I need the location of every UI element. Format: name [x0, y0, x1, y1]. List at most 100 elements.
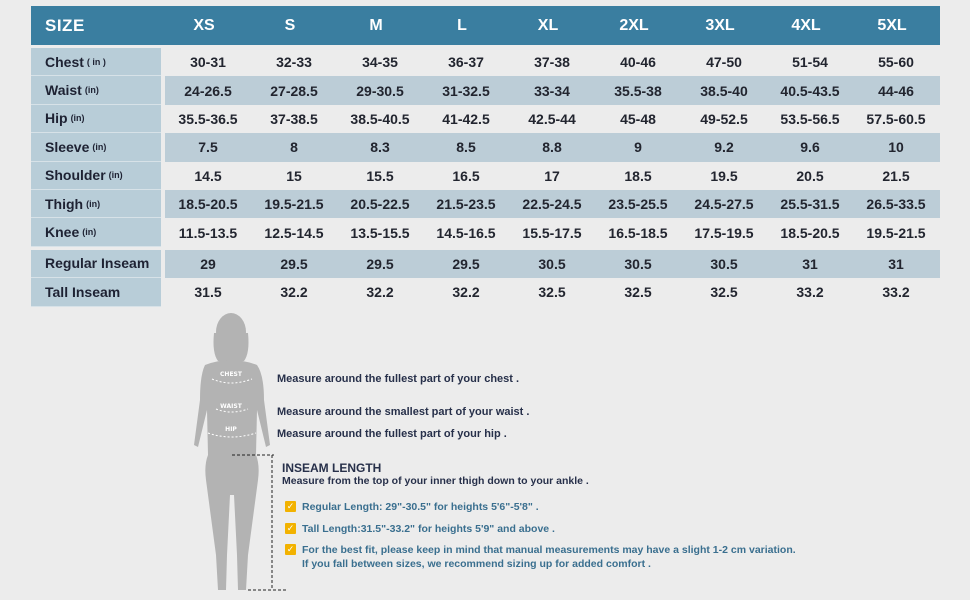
inseam-title: INSEAM LENGTH [282, 461, 382, 475]
checkmark-icon: ✓ [285, 544, 296, 555]
table-cell: 8.3 [370, 139, 390, 156]
table-cell: 31.5 [194, 284, 222, 301]
row-label-text: Waist [45, 82, 82, 99]
size-header-label: SIZE [45, 15, 85, 35]
table-cell: 33.2 [796, 284, 824, 301]
table-cell: 57.5-60.5 [866, 110, 926, 127]
table-cell: 31 [888, 255, 904, 272]
size-header-4xl: 4XL [791, 16, 821, 34]
table-cell: 33.2 [882, 284, 910, 301]
tip-best-fit: ✓ For the best fit, please keep in mind … [285, 543, 796, 571]
table-cell: 36-37 [448, 54, 484, 71]
size-header-s: S [284, 16, 296, 34]
table-cell: 38.5-40 [700, 82, 748, 99]
row-label-text: Tall Inseam [45, 283, 121, 300]
table-cell: 14.5 [194, 167, 222, 184]
table-cell: 25.5-31.5 [780, 196, 840, 213]
size-header-3xl: 3XL [705, 16, 735, 34]
table-cell: 24.5-27.5 [694, 196, 754, 213]
table-cell: 45-48 [620, 110, 656, 127]
table-cell: 35.5-36.5 [178, 110, 238, 127]
table-cell: 18.5-20.5 [780, 224, 840, 241]
table-row: Knee (in) 11.5-13.5 12.5-14.5 13.5-15.5 14.5-… [31, 218, 940, 247]
table-cell: 29.5 [452, 255, 480, 272]
row-label: Hip (in) [31, 104, 161, 134]
table-cell: 19.5-21.5 [264, 196, 324, 213]
row-unit: (in) [92, 141, 107, 152]
table-row: Hip (in) 35.5-36.5 37-38.5 38.5-40.5 41-42.5 4… [31, 104, 940, 134]
table-cell: 29.5 [280, 255, 308, 272]
table-cell: 15.5-17.5 [522, 224, 582, 241]
table-cell: 18.5-20.5 [178, 196, 238, 213]
table-cell: 30-31 [190, 54, 226, 71]
table-cell: 29-30.5 [356, 82, 404, 99]
table-row: Shoulder (in) 14.5 15 15.5 16.5 17 18.5 19.5 20.5… [31, 161, 940, 190]
table-cell: 49-52.5 [700, 110, 748, 127]
table-cell: 30.5 [710, 255, 738, 272]
table-cell: 7.5 [198, 139, 218, 156]
waist-instruction: Measure around the smallest part of your… [277, 406, 530, 418]
table-cell: 15.5 [366, 167, 394, 184]
row-label: Waist (in) [31, 76, 161, 105]
tip-text: Regular Length: 29"-30.5" for heights 5'… [302, 501, 539, 513]
table-cell: 42.5-44 [528, 110, 576, 127]
chest-figure-label: CHEST [220, 371, 243, 378]
table-cell: 35.5-38 [614, 82, 662, 99]
table-cell: 22.5-24.5 [522, 196, 582, 213]
table-cell: 13.5-15.5 [350, 224, 410, 241]
table-cell: 31-32.5 [442, 82, 490, 99]
table-cell: 8 [290, 139, 298, 156]
row-label: Thigh (in) [31, 189, 161, 219]
table-cell: 53.5-56.5 [780, 110, 840, 127]
table-cell: 29.5 [366, 255, 394, 272]
hip-figure-label: HIP [225, 426, 237, 433]
table-cell: 32.2 [452, 284, 480, 301]
size-header-xs: XS [193, 16, 215, 34]
table-header: SIZE XS S M L XL 2XL 3XL 4XL 5XL [31, 6, 940, 45]
table-cell: 37-38 [534, 54, 570, 71]
table-cell: 32-33 [276, 54, 312, 71]
table-row: Thigh (in) 18.5-20.5 19.5-21.5 20.5-22.5 21.5… [31, 189, 940, 219]
waist-figure-label: WAIST [220, 403, 243, 410]
chest-instruction: Measure around the fullest part of your … [277, 373, 520, 385]
table-cell: 30.5 [624, 255, 652, 272]
table-cell: 32.5 [624, 284, 652, 301]
tip-text: If you fall between sizes, we recommend … [302, 558, 651, 570]
table-cell: 17 [544, 167, 560, 184]
table-cell: 11.5-13.5 [178, 224, 238, 241]
row-unit: ( in ) [86, 56, 106, 67]
table-cell: 51-54 [792, 54, 828, 71]
table-cell: 10 [888, 139, 904, 156]
table-cell: 21.5-23.5 [436, 196, 496, 213]
table-cell: 38.5-40.5 [350, 110, 410, 127]
table-cell: 55-60 [878, 54, 914, 71]
table-cell: 32.2 [366, 284, 394, 301]
row-unit: (in) [84, 85, 99, 96]
table-cell: 30.5 [538, 255, 566, 272]
body-silhouette: CHEST WAIST HIP [194, 313, 288, 591]
table-cell: 33-34 [534, 82, 570, 99]
silhouette-icon [194, 313, 270, 590]
tip-text: Tall Length:31.5"-33.2" for heights 5'9"… [302, 523, 555, 535]
table-cell: 34-35 [362, 54, 398, 71]
table-cell: 32.5 [538, 284, 566, 301]
row-unit: (in) [70, 113, 85, 124]
row-label-text: Thigh [45, 195, 84, 212]
table-row: Regular Inseam 29 29.5 29.5 29.5 30.5 30.5 30.5… [31, 246, 940, 279]
table-cell: 16.5-18.5 [608, 224, 668, 241]
hip-instruction: Measure around the fullest part of your … [277, 428, 507, 440]
size-header-m: M [369, 16, 383, 34]
table-cell: 9.2 [714, 139, 734, 156]
tip-regular-length: ✓ Regular Length: 29"-30.5" for heights … [285, 500, 539, 514]
row-label-text: Hip [45, 110, 68, 127]
table-cell: 8.8 [542, 139, 562, 156]
table-cell: 32.2 [280, 284, 308, 301]
table-cell: 40.5-43.5 [780, 82, 840, 99]
tip-tall-length: ✓ Tall Length:31.5"-33.2" for heights 5'… [285, 522, 555, 536]
row-label: Knee (in) [31, 218, 161, 247]
size-header-xl: XL [537, 16, 559, 34]
row-label: Chest( in ) [31, 48, 161, 77]
row-label: Shoulder (in) [31, 161, 161, 190]
table-cell: 26.5-33.5 [866, 196, 926, 213]
table-cell: 20.5 [796, 167, 824, 184]
